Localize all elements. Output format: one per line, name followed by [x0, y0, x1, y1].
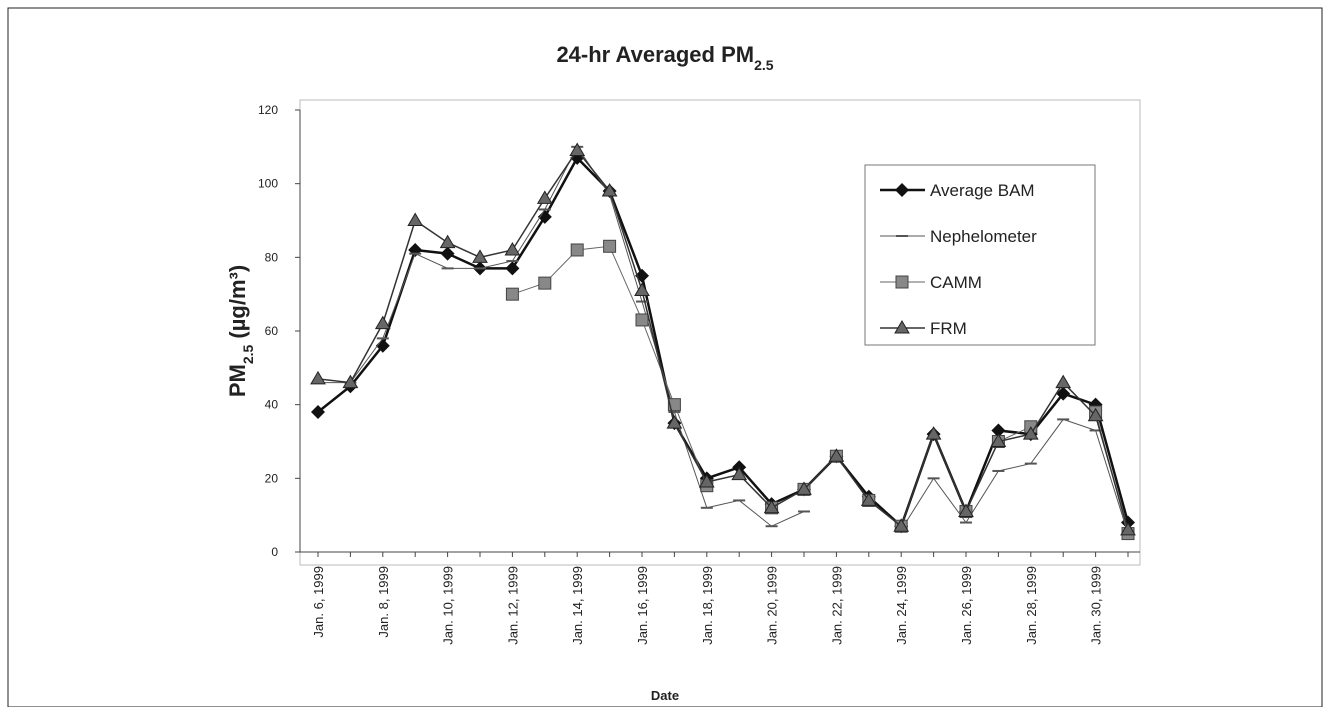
marker-square: [895, 275, 909, 289]
marker-triangle: [893, 518, 910, 532]
y-tick-label: 0: [271, 545, 278, 559]
marker-triangle: [828, 448, 845, 462]
marker-triangle: [958, 503, 974, 517]
x-tick-label: Jan. 14, 1999: [570, 566, 585, 645]
marker-triangle: [666, 415, 683, 429]
marker-diamond: [1056, 386, 1071, 401]
marker-triangle: [894, 320, 910, 334]
marker-triangle: [1022, 426, 1039, 440]
marker-triangle: [310, 370, 326, 385]
x-tick-label: Jan. 24, 1999: [894, 566, 909, 645]
marker-triangle: [601, 183, 618, 197]
marker-triangle: [634, 282, 650, 296]
marker-triangle: [374, 315, 391, 330]
marker-diamond: [991, 423, 1006, 438]
x-tick-label: Jan. 18, 1999: [700, 566, 715, 645]
marker-triangle: [763, 499, 780, 514]
marker-triangle: [990, 433, 1007, 447]
x-tick-label: Jan. 30, 1999: [1089, 566, 1104, 645]
y-axis-title-part: PM: [225, 364, 250, 397]
x-tick-label: Jan. 20, 1999: [765, 566, 780, 645]
y-axis-title-part: (µg/m³): [225, 265, 250, 345]
marker-square: [603, 239, 617, 253]
y-tick-label: 40: [265, 398, 279, 412]
marker-square: [635, 313, 649, 327]
marker-triangle: [698, 474, 715, 488]
marker-triangle: [1087, 407, 1104, 422]
frame: [7, 7, 1323, 707]
marker-triangle: [472, 249, 488, 263]
marker-square: [505, 287, 519, 301]
series-line: [318, 145, 1129, 534]
marker-triangle: [1055, 374, 1072, 389]
marker-diamond: [408, 242, 423, 257]
chart-title-part: 24-hr Averaged PM: [556, 42, 754, 67]
y-axis-title-part: 2.5: [240, 345, 256, 365]
marker-triangle: [925, 426, 942, 440]
y-tick-label: 60: [265, 324, 279, 338]
marker-triangle: [1120, 521, 1136, 536]
marker-triangle: [860, 492, 877, 506]
chart-title-part: 2.5: [754, 57, 774, 73]
x-tick-label: Jan. 10, 1999: [441, 566, 456, 645]
marker-diamond: [440, 246, 455, 261]
marker-diamond: [311, 405, 325, 420]
marker-triangle: [407, 212, 424, 226]
marker-triangle: [439, 234, 456, 249]
y-axis-title: PM2.5 (µg/m³): [225, 265, 256, 397]
x-tick-label: Jan. 8, 1999: [376, 566, 391, 638]
x-tick-label: Jan. 6, 1999: [311, 566, 326, 638]
legend-label: CAMM: [930, 273, 982, 292]
y-tick-label: 100: [258, 177, 278, 191]
marker-triangle: [731, 466, 748, 481]
y-tick-label: 20: [265, 471, 279, 485]
y-tick-label: 80: [265, 250, 279, 264]
legend-label: Average BAM: [930, 181, 1035, 200]
marker-triangle: [342, 374, 359, 389]
marker-square: [570, 243, 584, 257]
y-tick-label: 120: [258, 103, 278, 117]
marker-triangle: [536, 190, 553, 204]
x-tick-label: Jan. 16, 1999: [635, 566, 650, 645]
marker-diamond: [375, 338, 390, 353]
x-tick-label: Jan. 26, 1999: [959, 566, 974, 645]
legend-label: FRM: [930, 319, 967, 338]
marker-diamond: [537, 209, 552, 224]
x-tick-label: Jan. 28, 1999: [1024, 566, 1039, 645]
x-tick-label: Jan. 12, 1999: [505, 566, 520, 645]
marker-square: [538, 276, 552, 290]
x-axis-title: Date: [651, 688, 679, 703]
marker-triangle: [796, 481, 812, 495]
x-tick-label: Jan. 22, 1999: [829, 566, 844, 645]
marker-triangle: [504, 241, 521, 256]
chart-title: 24-hr Averaged PM2.5: [556, 42, 773, 73]
marker-triangle: [569, 142, 586, 157]
legend-label: Nephelometer: [930, 227, 1037, 246]
marker-diamond: [895, 183, 909, 197]
marker-diamond: [505, 261, 520, 276]
